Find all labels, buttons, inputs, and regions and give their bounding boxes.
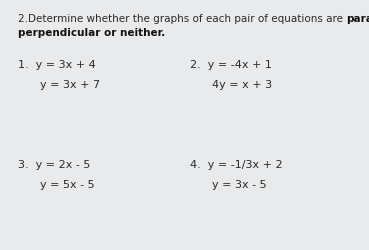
Text: 2.Determine whether the graphs of each pair of equations are: 2.Determine whether the graphs of each p… — [18, 14, 346, 24]
Text: 4y = x + 3: 4y = x + 3 — [212, 80, 272, 90]
Text: 2.  y = -4x + 1: 2. y = -4x + 1 — [190, 60, 272, 70]
Text: y = 3x + 7: y = 3x + 7 — [40, 80, 100, 90]
Text: 1.  y = 3x + 4: 1. y = 3x + 4 — [18, 60, 96, 70]
Text: perpendicular or neither.: perpendicular or neither. — [18, 28, 165, 38]
Text: 4.  y = -1/3x + 2: 4. y = -1/3x + 2 — [190, 159, 283, 169]
Text: y = 3x - 5: y = 3x - 5 — [212, 179, 267, 189]
Text: 3.  y = 2x - 5: 3. y = 2x - 5 — [18, 159, 90, 169]
Text: y = 5x - 5: y = 5x - 5 — [40, 179, 94, 189]
Text: parallel,: parallel, — [346, 14, 369, 24]
